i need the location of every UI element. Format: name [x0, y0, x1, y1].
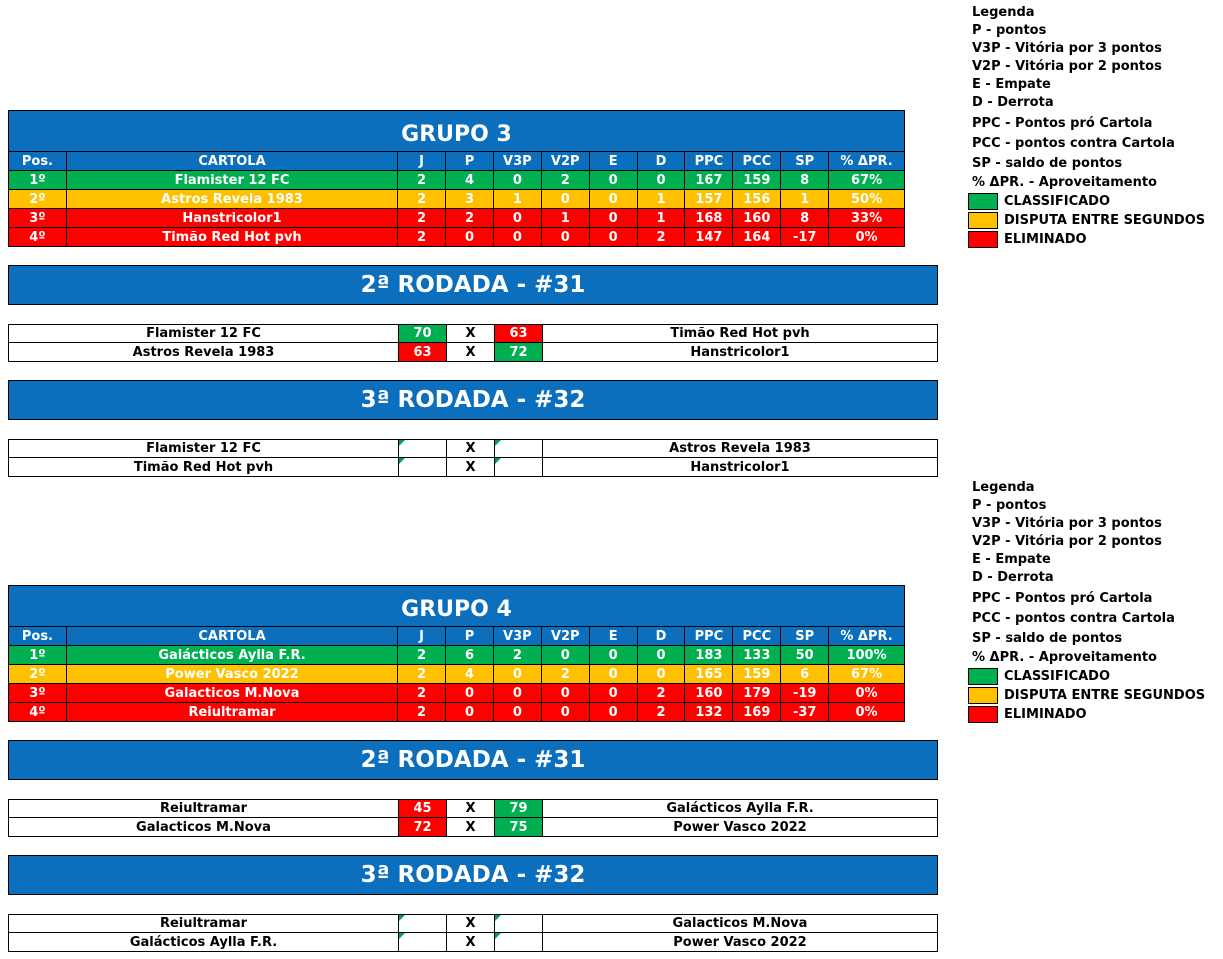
group-title: GRUPO 3: [8, 110, 905, 152]
table-row: 4º Timão Red Hot pvh 2 0 0 0 0 2 147 164…: [8, 228, 905, 247]
legend-line: V3P - Vitória por 3 pontos: [972, 516, 1162, 531]
classificado-swatch: [968, 193, 998, 210]
match-row: Galacticos M.Nova 72 X 75 Power Vasco 20…: [8, 818, 938, 837]
eliminado-swatch: [968, 706, 998, 723]
table-row: 1º Galácticos Aylla F.R. 2 6 2 0 0 0 183…: [8, 646, 905, 665]
table-row: 2º Power Vasco 2022 2 4 0 2 0 0 165 159 …: [8, 665, 905, 684]
match-list: Reiultramar X Galacticos M.Nova Galáctic…: [8, 914, 938, 952]
home-score[interactable]: 45: [399, 800, 447, 817]
match-row: Galácticos Aylla F.R. X Power Vasco 2022: [8, 933, 938, 952]
disputa-swatch: [968, 212, 998, 229]
match-row: Flamister 12 FC 70 X 63 Timão Red Hot pv…: [8, 324, 938, 343]
away-score[interactable]: 63: [495, 325, 543, 342]
match-row: Reiultramar 45 X 79 Galácticos Aylla F.R…: [8, 799, 938, 818]
home-score[interactable]: 72: [399, 818, 447, 836]
legend-line: SP - saldo de pontos: [972, 156, 1123, 171]
table-row: 3º Hanstricolor1 2 2 0 1 0 1 168 160 8 3…: [8, 209, 905, 228]
away-score[interactable]: 79: [495, 800, 543, 817]
table-header-row: Pos. CARTOLA J P V3P V2P E D PPC PCC SP …: [8, 152, 905, 171]
legend-line: SP - saldo de pontos: [972, 631, 1123, 646]
match-row: Reiultramar X Galacticos M.Nova: [8, 914, 938, 933]
legend-eliminado: ELIMINADO: [968, 705, 1222, 724]
table-row: 1º Flamister 12 FC 2 4 0 2 0 0 167 159 8…: [8, 171, 905, 190]
round-header: 2ª RODADA - #31: [8, 265, 938, 305]
home-score[interactable]: [399, 933, 447, 951]
away-score[interactable]: [495, 933, 543, 951]
home-score[interactable]: [399, 915, 447, 932]
legend-line: PPC - Pontos pró Cartola: [972, 116, 1153, 131]
disputa-swatch: [968, 687, 998, 704]
match-row: Astros Revela 1983 63 X 72 Hanstricolor1: [8, 343, 938, 362]
legend-line: E - Empate: [972, 77, 1051, 92]
away-score[interactable]: [495, 440, 543, 457]
legend-line: E - Empate: [972, 552, 1051, 567]
legend-line: % ΔPR. - Aproveitamento: [972, 650, 1157, 665]
match-row: Timão Red Hot pvh X Hanstricolor1: [8, 458, 938, 477]
match-list: Flamister 12 FC X Astros Revela 1983 Tim…: [8, 439, 938, 477]
legend-panel: Legenda P - pontos V3P - Vitória por 3 p…: [968, 479, 1222, 724]
legend-line: V2P - Vitória por 2 pontos: [972, 59, 1162, 74]
legend-line: PCC - pontos contra Cartola: [972, 611, 1175, 626]
legend-panel: Legenda P - pontos V3P - Vitória por 3 p…: [968, 4, 1222, 249]
table-row: 2º Astros Revela 1983 2 3 1 0 0 1 157 15…: [8, 190, 905, 209]
away-score[interactable]: [495, 915, 543, 932]
legend-classificado: CLASSIFICADO: [968, 192, 1222, 211]
table-row: 3º Galacticos M.Nova 2 0 0 0 0 2 160 179…: [8, 684, 905, 703]
legend-line: D - Derrota: [972, 570, 1054, 585]
table-header-row: Pos. CARTOLA J P V3P V2P E D PPC PCC SP …: [8, 627, 905, 646]
group-3-table: GRUPO 3 Pos. CARTOLA J P V3P V2P E D PPC…: [8, 110, 905, 247]
group-title: GRUPO 4: [8, 585, 905, 627]
legend-line: P - pontos: [972, 23, 1047, 38]
legend-line: V3P - Vitória por 3 pontos: [972, 41, 1162, 56]
round-header: 3ª RODADA - #32: [8, 855, 938, 895]
away-score[interactable]: 75: [495, 818, 543, 836]
away-score[interactable]: [495, 458, 543, 476]
match-list: Reiultramar 45 X 79 Galácticos Aylla F.R…: [8, 799, 938, 837]
table-row: 4º Reiultramar 2 0 0 0 0 2 132 169 -37 0…: [8, 703, 905, 722]
legend-disputa: DISPUTA ENTRE SEGUNDOS: [968, 686, 1222, 705]
legend-line: D - Derrota: [972, 95, 1054, 110]
legend-title: Legenda: [972, 5, 1035, 20]
legend-line: PCC - pontos contra Cartola: [972, 136, 1175, 151]
legend-title: Legenda: [972, 480, 1035, 495]
home-score[interactable]: 63: [399, 343, 447, 361]
round-header: 2ª RODADA - #31: [8, 740, 938, 780]
legend-line: PPC - Pontos pró Cartola: [972, 591, 1153, 606]
legend-disputa: DISPUTA ENTRE SEGUNDOS: [968, 211, 1222, 230]
round-header: 3ª RODADA - #32: [8, 380, 938, 420]
match-row: Flamister 12 FC X Astros Revela 1983: [8, 439, 938, 458]
legend-line: V2P - Vitória por 2 pontos: [972, 534, 1162, 549]
legend-line: % ΔPR. - Aproveitamento: [972, 175, 1157, 190]
away-score[interactable]: 72: [495, 343, 543, 361]
eliminado-swatch: [968, 231, 998, 248]
legend-eliminado: ELIMINADO: [968, 230, 1222, 249]
home-score[interactable]: [399, 440, 447, 457]
match-list: Flamister 12 FC 70 X 63 Timão Red Hot pv…: [8, 324, 938, 362]
legend-line: P - pontos: [972, 498, 1047, 513]
legend-classificado: CLASSIFICADO: [968, 667, 1222, 686]
classificado-swatch: [968, 668, 998, 685]
group-4-table: GRUPO 4 Pos. CARTOLA J P V3P V2P E D PPC…: [8, 585, 905, 722]
home-score[interactable]: [399, 458, 447, 476]
home-score[interactable]: 70: [399, 325, 447, 342]
